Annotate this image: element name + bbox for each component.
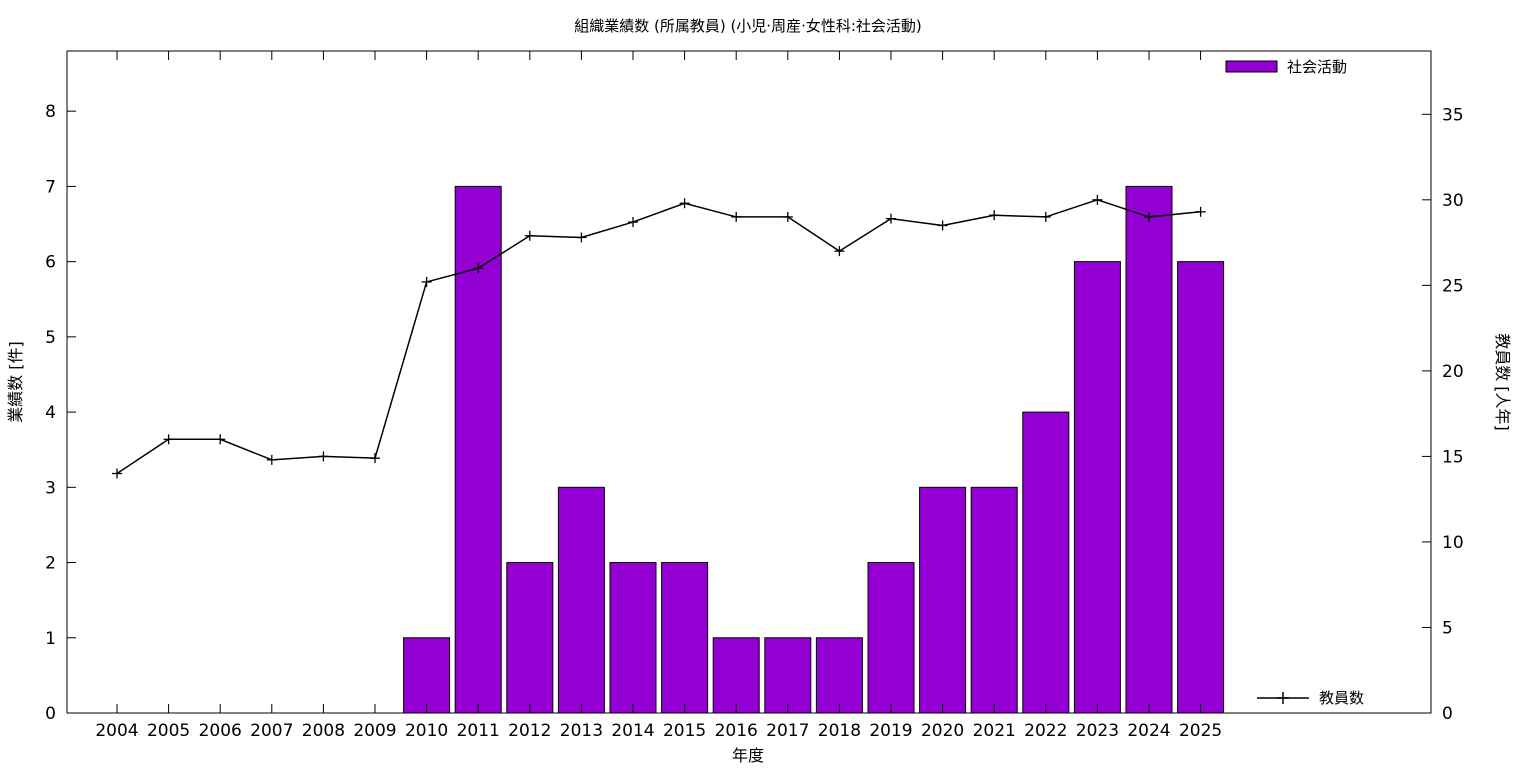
line-point bbox=[937, 220, 948, 231]
y-tick-label: 7 bbox=[45, 177, 56, 197]
line-point bbox=[421, 276, 432, 287]
line-point bbox=[1092, 194, 1103, 205]
bar bbox=[1073, 261, 1121, 714]
line-point bbox=[318, 451, 329, 462]
x-tick-label: 2024 bbox=[1127, 721, 1170, 741]
bar bbox=[712, 637, 760, 714]
series-line bbox=[116, 199, 1201, 475]
y2-axis-label: 教員数 [人年] bbox=[1493, 333, 1512, 431]
bar bbox=[764, 637, 812, 714]
line-point bbox=[1195, 206, 1206, 217]
y2-tick-label: 5 bbox=[1442, 618, 1453, 638]
line-point bbox=[163, 434, 174, 445]
x-tick-label: 2018 bbox=[818, 721, 861, 741]
line-point bbox=[989, 210, 1000, 221]
line-point bbox=[834, 246, 845, 257]
y2-tick-label: 25 bbox=[1442, 276, 1464, 296]
bar bbox=[919, 486, 967, 714]
bar bbox=[454, 185, 502, 714]
x-tick-label: 2022 bbox=[1024, 721, 1067, 741]
right-axis: 0 5 10 15 20 25 30 35 bbox=[1422, 105, 1464, 724]
x-tick-label: 2012 bbox=[508, 721, 551, 741]
line-point bbox=[731, 211, 742, 222]
y-axis-label: 業績数 [件] bbox=[6, 341, 25, 423]
line-point bbox=[266, 454, 277, 465]
x-tick-label: 2025 bbox=[1179, 721, 1222, 741]
line-point bbox=[524, 230, 535, 241]
y-tick-label: 8 bbox=[45, 102, 56, 122]
x-tick-label: 2020 bbox=[921, 721, 964, 741]
x-tick-label: 2009 bbox=[353, 721, 396, 741]
x-tick-label: 2016 bbox=[715, 721, 758, 741]
line-point bbox=[370, 453, 380, 464]
x-tick-label: 2015 bbox=[663, 721, 706, 741]
x-tick-label: 2023 bbox=[1076, 721, 1119, 741]
bar bbox=[403, 637, 451, 714]
bar bbox=[1022, 411, 1070, 714]
x-tick-label: 2005 bbox=[147, 721, 190, 741]
legend-bar-swatch bbox=[1225, 60, 1278, 73]
x-tick-label: 2010 bbox=[405, 721, 448, 741]
line-series bbox=[112, 194, 1206, 479]
y-tick-label: 4 bbox=[45, 403, 56, 423]
y-tick-label: 2 bbox=[45, 554, 56, 574]
bar bbox=[661, 562, 709, 714]
y2-tick-label: 10 bbox=[1442, 533, 1464, 553]
line-point bbox=[886, 213, 896, 224]
chart-title: 組織業績数 (所属教員) (小児·周産·女性科:社会活動) bbox=[574, 17, 922, 35]
bar bbox=[970, 486, 1018, 714]
bar bbox=[867, 562, 915, 714]
bar bbox=[1125, 185, 1173, 714]
line-point bbox=[628, 217, 638, 228]
line-point bbox=[679, 198, 690, 209]
y2-tick-label: 0 bbox=[1442, 704, 1453, 724]
line-point bbox=[782, 211, 793, 222]
x-tick-label: 2021 bbox=[973, 721, 1016, 741]
legend-bar-label: 社会活動 bbox=[1287, 58, 1347, 76]
legend-bar: 社会活動 bbox=[1225, 58, 1347, 76]
x-tick-label: 2013 bbox=[560, 721, 603, 741]
x-axis: 2004 2005 2006 2007 2008 2009 2010 2011 2012 2013… bbox=[95, 51, 1222, 741]
y2-tick-label: 30 bbox=[1442, 191, 1464, 211]
bar bbox=[1177, 261, 1225, 714]
left-axis: 0 1 2 3 4 5 6 7 8 bbox=[45, 102, 76, 724]
y2-tick-label: 20 bbox=[1442, 362, 1464, 382]
line-point bbox=[576, 232, 587, 243]
y2-tick-label: 35 bbox=[1442, 105, 1464, 125]
x-tick-label: 2017 bbox=[766, 721, 809, 741]
legend-line-label: 教員数 bbox=[1319, 689, 1364, 707]
bar bbox=[506, 562, 554, 714]
x-tick-label: 2014 bbox=[611, 721, 654, 741]
line-point bbox=[215, 434, 226, 445]
y-tick-label: 6 bbox=[45, 253, 56, 273]
legend-line: 教員数 bbox=[1257, 689, 1364, 707]
line-point bbox=[112, 468, 122, 479]
bar bbox=[815, 637, 863, 714]
x-tick-label: 2004 bbox=[95, 721, 138, 741]
x-axis-label: 年度 bbox=[732, 746, 764, 765]
x-tick-label: 2019 bbox=[869, 721, 912, 741]
line-point bbox=[1040, 211, 1051, 222]
y2-tick-label: 15 bbox=[1442, 447, 1464, 467]
x-tick-label: 2007 bbox=[250, 721, 293, 741]
y-tick-label: 5 bbox=[45, 328, 56, 348]
bar-series bbox=[403, 185, 1225, 714]
y-tick-label: 1 bbox=[45, 629, 56, 649]
line-point bbox=[473, 263, 484, 274]
x-tick-label: 2011 bbox=[457, 721, 500, 741]
bar bbox=[609, 562, 657, 714]
y-tick-label: 3 bbox=[45, 478, 56, 498]
y-tick-label: 0 bbox=[45, 704, 56, 724]
x-tick-label: 2008 bbox=[302, 721, 345, 741]
bar bbox=[557, 486, 605, 714]
x-tick-label: 2006 bbox=[199, 721, 242, 741]
line-point bbox=[1144, 211, 1154, 222]
plot-frame bbox=[66, 50, 1432, 714]
